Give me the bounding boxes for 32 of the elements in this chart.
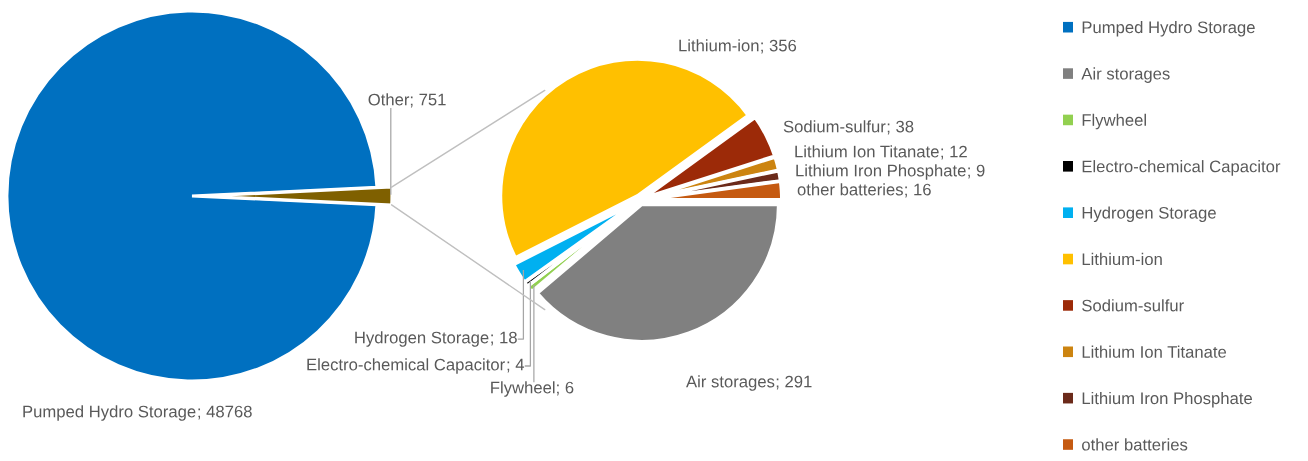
data-label: ; 6 <box>557 381 574 396</box>
data-label: ; 38 <box>887 120 914 135</box>
legend-label: Lithium-ion <box>1082 252 1162 266</box>
slice-label: Lithium Ion Titanate <box>795 145 939 158</box>
data-label: ; 291 <box>776 375 812 390</box>
data-label: ; 4 <box>507 358 525 373</box>
legend-label: Air storages <box>1081 67 1170 83</box>
slice-label: Lithium-ion <box>679 39 759 52</box>
data-label: ; 9 <box>968 164 985 179</box>
data-label: ; 12 <box>941 145 967 160</box>
slice-label: Flywheel <box>491 381 555 397</box>
slice-label: Sodium-sulfur <box>783 120 886 133</box>
data-label: ; 18 <box>491 331 517 346</box>
legend-label: other batteries <box>1082 438 1188 451</box>
data-label: ; 751 <box>410 93 446 108</box>
slice-label: Air storages <box>686 375 775 391</box>
legend-label: Flywheel <box>1082 113 1146 130</box>
slice-label: Hydrogen Storage <box>355 331 489 347</box>
legend-label: Lithium Ion Titanate <box>1082 345 1227 358</box>
data-label: ; 16 <box>905 183 931 198</box>
legend-label: Sodium-sulfur <box>1082 299 1184 312</box>
slice-label: Electro-chemical Capacitor <box>307 358 505 374</box>
legend-label: Hydrogen Storage <box>1082 206 1216 223</box>
slice-label: Other <box>368 93 410 106</box>
legend-label: Lithium Iron Phosphate <box>1082 391 1252 408</box>
data-label: ; 48768 <box>198 405 252 420</box>
slice-label: Lithium Iron Phosphate <box>796 164 966 180</box>
legend-label: Pumped Hydro Storage <box>1082 21 1255 37</box>
slice-label: other batteries <box>797 183 903 196</box>
slice-label: Pumped Hydro Storage <box>23 405 196 421</box>
data-label: ; 356 <box>761 39 797 54</box>
legend-label: Electro-chemical Capacitor <box>1082 160 1281 176</box>
